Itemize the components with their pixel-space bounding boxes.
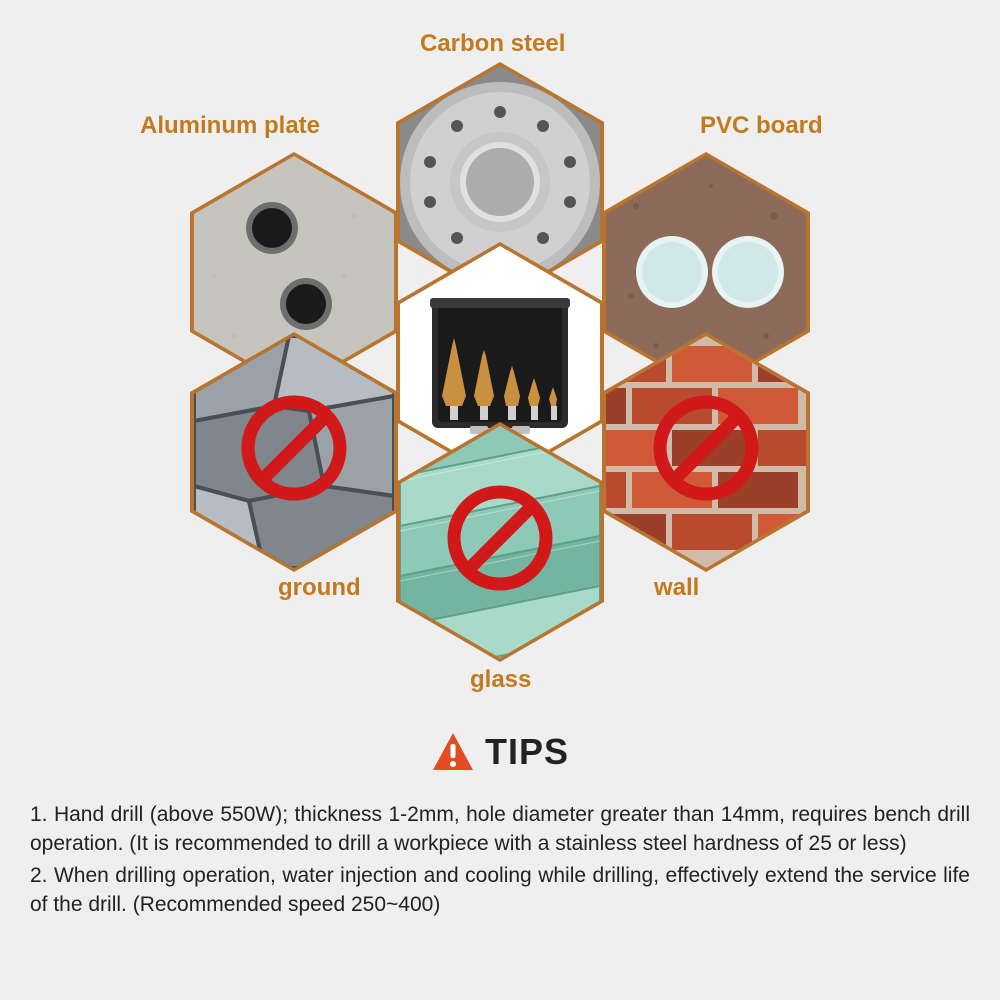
label-wall: wall bbox=[654, 574, 699, 602]
label-aluminum-plate: Aluminum plate bbox=[140, 112, 320, 140]
tips-item-1: 1. Hand drill (above 550W); thickness 1-… bbox=[30, 800, 970, 859]
prohibited-icon bbox=[651, 393, 761, 503]
infographic-canvas: Carbon steel Aluminum plate PVC board gr… bbox=[0, 0, 1000, 1000]
tips-header: TIPS bbox=[0, 730, 1000, 779]
prohibited-icon bbox=[239, 393, 349, 503]
tips-body: 1. Hand drill (above 550W); thickness 1-… bbox=[30, 800, 970, 922]
tips-title: TIPS bbox=[485, 731, 569, 773]
prohibited-icon bbox=[445, 483, 555, 593]
warning-icon bbox=[431, 730, 475, 774]
label-glass: glass bbox=[470, 666, 531, 694]
label-carbon-steel: Carbon steel bbox=[420, 30, 565, 58]
label-ground: ground bbox=[278, 574, 361, 602]
label-pvc-board: PVC board bbox=[700, 112, 823, 140]
tips-item-2: 2. When drilling operation, water inject… bbox=[30, 861, 970, 920]
